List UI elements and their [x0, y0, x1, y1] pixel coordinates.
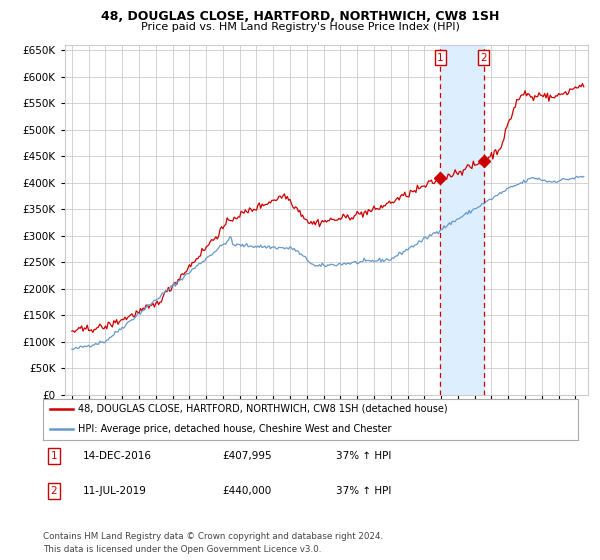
- Text: 37% ↑ HPI: 37% ↑ HPI: [336, 451, 391, 461]
- Text: 48, DOUGLAS CLOSE, HARTFORD, NORTHWICH, CW8 1SH: 48, DOUGLAS CLOSE, HARTFORD, NORTHWICH, …: [101, 10, 499, 23]
- Text: 14-DEC-2016: 14-DEC-2016: [83, 451, 152, 461]
- Text: 2: 2: [50, 486, 58, 496]
- Text: HPI: Average price, detached house, Cheshire West and Chester: HPI: Average price, detached house, Ches…: [78, 424, 391, 433]
- Text: 1: 1: [437, 53, 444, 63]
- Text: 1: 1: [50, 451, 58, 461]
- Text: 37% ↑ HPI: 37% ↑ HPI: [336, 486, 391, 496]
- Text: 48, DOUGLAS CLOSE, HARTFORD, NORTHWICH, CW8 1SH (detached house): 48, DOUGLAS CLOSE, HARTFORD, NORTHWICH, …: [78, 404, 448, 413]
- Text: £407,995: £407,995: [222, 451, 272, 461]
- Bar: [440, 45, 484, 395]
- Text: 11-JUL-2019: 11-JUL-2019: [83, 486, 146, 496]
- Text: Price paid vs. HM Land Registry's House Price Index (HPI): Price paid vs. HM Land Registry's House …: [140, 22, 460, 32]
- Text: 2: 2: [480, 53, 487, 63]
- Text: Contains HM Land Registry data © Crown copyright and database right 2024.
This d: Contains HM Land Registry data © Crown c…: [43, 532, 383, 553]
- Text: £440,000: £440,000: [222, 486, 271, 496]
